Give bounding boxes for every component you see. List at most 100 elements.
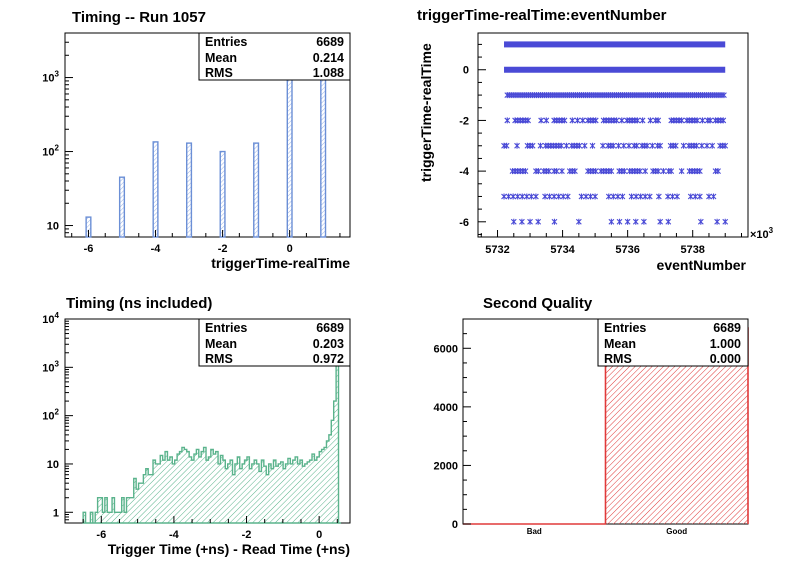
scatter-point: [560, 193, 567, 200]
bar-5: [253, 142, 260, 238]
scatter-point: [533, 193, 539, 200]
stat-entries-label: Entries: [205, 321, 247, 335]
scatter-point: [610, 142, 617, 149]
histogram-outline: [82, 332, 341, 524]
x-tick-label: -6: [96, 529, 106, 541]
scatter-point: [551, 218, 558, 225]
y-tick-label: 104: [42, 311, 59, 326]
stat-mean-value: 0.203: [313, 337, 344, 351]
panel-second-quality: Second Quality Bad Good 0 2000 4000 6000 Entr…: [434, 295, 749, 536]
category-label: Good: [666, 527, 687, 536]
panel-1-title: Timing -- Run 1057: [72, 9, 206, 26]
panel-3-xlabel: Trigger Time (+ns) - Read Time (+ns): [108, 541, 350, 557]
scatter-point: [641, 218, 647, 225]
y-tick-label: 6000: [434, 343, 458, 355]
x-tick-label: -2: [218, 243, 228, 255]
category-label: Bad: [527, 527, 542, 536]
y-tick-label: 102: [42, 408, 59, 423]
x-tick-label: -4: [151, 243, 162, 255]
scatter-point: [503, 142, 510, 149]
stat-entries-value: 6689: [713, 321, 741, 335]
scatter-point: [527, 218, 533, 225]
stat-mean-label: Mean: [205, 51, 237, 65]
scatter-point: [655, 117, 662, 124]
scatter-point: [525, 117, 531, 124]
panel-2-ylabel: triggerTime-realTime: [418, 43, 434, 182]
scatter-point: [696, 168, 703, 175]
scatter-point: [633, 193, 639, 200]
stat-entries-label: Entries: [604, 321, 646, 335]
scatter-point: [510, 193, 517, 200]
scatter-point: [633, 142, 640, 149]
scatter-point: [637, 193, 644, 200]
scatter-point: [660, 168, 667, 175]
scatter-point: [669, 193, 676, 200]
scatter-point: [680, 142, 687, 149]
scatter-point: [657, 142, 664, 149]
scatter-point: [647, 117, 654, 124]
panel-3-stats-box: Entries 6689 Mean 0.203 RMS 0.972: [198, 318, 351, 367]
x-tick-label: 0: [287, 243, 293, 255]
scatter-point: [538, 117, 544, 124]
scatter-point: [687, 193, 694, 200]
panel-3-histogram: [82, 332, 341, 524]
scatter-point: [576, 142, 583, 149]
x-tick-label: -4: [169, 529, 180, 541]
scatter-point: [678, 168, 685, 175]
scatter-point: [501, 193, 507, 200]
scatter-point: [504, 117, 511, 124]
x-tick-label: -2: [242, 529, 252, 541]
scatter-point: [546, 168, 552, 175]
panel-2-title: triggerTime-realTime:eventNumber: [417, 7, 667, 24]
scatter-point: [575, 218, 582, 225]
scatter-point: [624, 218, 631, 225]
panel-4-title: Second Quality: [483, 295, 593, 312]
scatter-point: [514, 142, 520, 149]
panel-2-axes: 5732 5734 5736 5738 -6 -4 -2 0: [459, 43, 742, 256]
y-tick-label: 1: [53, 507, 59, 519]
x-tick-label: 5734: [550, 244, 575, 256]
scatter-point: [605, 193, 612, 200]
x-tick-label: 5732: [485, 244, 509, 256]
scatter-point: [587, 193, 594, 200]
scatter-point: [642, 168, 649, 175]
scatter-point: [537, 142, 544, 149]
panel-2-xlabel: eventNumber: [657, 257, 747, 273]
bar-2: [152, 141, 159, 238]
bar-1: [118, 176, 126, 238]
scatter-point: [553, 168, 560, 175]
scatter-point: [535, 168, 542, 175]
scatter-point: [709, 142, 716, 149]
scatter-point: [528, 193, 535, 200]
scatter-point: [578, 193, 585, 200]
scatter-band-1: [504, 66, 726, 73]
scatter-point: [519, 218, 525, 225]
bar-4: [219, 150, 226, 238]
scatter-point: [564, 193, 571, 200]
stat-mean-label: Mean: [205, 337, 237, 351]
scatter-point: [555, 193, 562, 200]
panel-4-stats-box: Entries 6689 Mean 1.000 RMS 0.000: [597, 318, 749, 367]
panel-timing-run: Timing -- Run 1057 -6 -4 -2 0 10 102 103 trigg…: [42, 9, 351, 271]
stat-entries-value: 6689: [316, 321, 344, 335]
panel-4-axes: Bad Good 0 2000 4000 6000: [434, 333, 687, 536]
scatter-point: [579, 117, 586, 124]
scatter-point: [710, 193, 717, 200]
stat-rms-value: 0.972: [313, 352, 344, 366]
scatter-point: [674, 193, 680, 200]
stat-mean-value: 0.214: [313, 51, 344, 65]
scatter-point: [665, 193, 671, 200]
scatter-point: [697, 218, 704, 225]
scatter-point: [626, 142, 632, 149]
scatter-point: [616, 218, 623, 225]
stat-rms-label: RMS: [205, 352, 233, 366]
y-tick-label: 103: [42, 70, 59, 85]
scatter-point: [699, 117, 706, 124]
scatter-point: [714, 218, 720, 225]
y-tick-label: 10: [47, 221, 59, 233]
scatter-point: [722, 218, 729, 225]
scatter-point: [581, 142, 588, 149]
scatter-point: [720, 117, 727, 124]
stat-rms-value: 1.088: [313, 66, 344, 80]
